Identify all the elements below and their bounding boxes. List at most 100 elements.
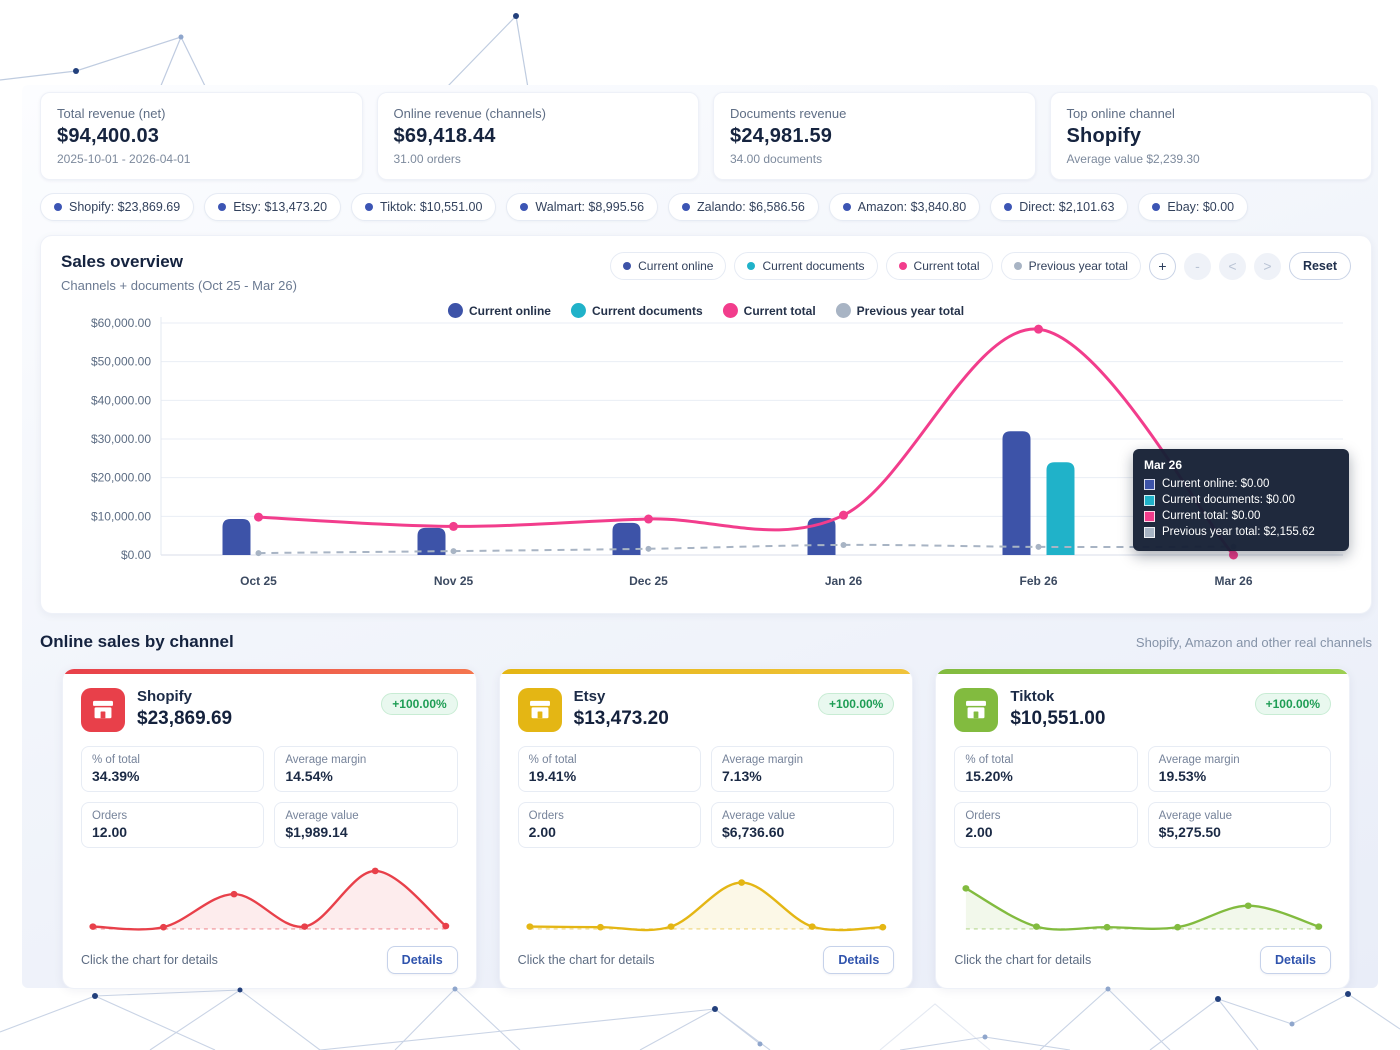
channel-stat: Average value $6,736.60 — [711, 802, 895, 848]
stat-sub: 34.00 documents — [730, 152, 823, 166]
details-button[interactable]: Details — [823, 946, 895, 974]
channel-stat: Average value $5,275.50 — [1147, 802, 1332, 848]
channel-pill[interactable]: Zalando: $6,586.56 — [668, 193, 819, 221]
stat-label: Orders — [528, 810, 564, 822]
legend-swatch-icon — [570, 303, 586, 318]
channel-dot-icon — [1004, 203, 1013, 211]
channel-stat: Average margin 14.54% — [274, 746, 458, 792]
stat-label: Online revenue (channels) — [393, 106, 546, 121]
stat-label: Average value — [1158, 810, 1232, 822]
growth-badge: +100.00% — [817, 693, 895, 715]
channel-pill-label: Etsy: $13,473.20 — [233, 200, 328, 214]
channel-pill[interactable]: Amazon: $3,840.80 — [828, 193, 981, 221]
zoom-out-button[interactable]: - — [1183, 252, 1211, 280]
chart-hint: Click the chart for details — [517, 953, 655, 967]
channel-stat: Average value $1,989.14 — [274, 802, 458, 848]
series-filter-pill[interactable]: Current documents — [734, 252, 878, 280]
zoom-in-button[interactable]: + — [1148, 252, 1176, 280]
pan-right-button[interactable]: > — [1253, 252, 1281, 280]
channel-pill-label: Shopify: $23,869.69 — [69, 200, 181, 214]
stat-value: $1,989.14 — [285, 824, 348, 840]
channel-dot-icon — [54, 203, 62, 211]
channel-pill[interactable]: Tiktok: $10,551.00 — [351, 193, 497, 221]
details-button[interactable]: Details — [386, 946, 458, 974]
tooltip-text: Previous year total: $2,155.62 — [1162, 526, 1315, 538]
stat-label: Average margin — [285, 754, 367, 766]
channel-pill-label: Ebay: $0.00 — [1167, 200, 1235, 214]
tooltip-text: Current documents: $0.00 — [1162, 494, 1295, 506]
store-icon — [81, 688, 125, 732]
growth-badge: +100.00% — [381, 693, 458, 715]
channel-stat: Orders 2.00 — [517, 802, 701, 848]
stat-label: Average value — [285, 810, 359, 822]
series-filter-label: Current documents — [762, 259, 865, 273]
reset-button[interactable]: Reset — [1288, 252, 1351, 280]
sales-chart-svg: $0.00 $10,000.00 $20,000.00 $30,000.00 $40,0… — [91, 316, 1343, 588]
channel-dot-icon — [218, 203, 227, 211]
channel-pill[interactable]: Direct: $2,101.63 — [990, 193, 1129, 221]
stat-sub: 31.00 orders — [393, 152, 461, 166]
stat-label: Average value — [722, 810, 796, 822]
channel-sparkline[interactable] — [81, 856, 458, 942]
series-filter-pill[interactable]: Current total — [885, 252, 993, 280]
stat-label: Orders — [965, 810, 1001, 822]
series-filter-label: Current online — [638, 259, 714, 273]
channel-stat: Average margin 7.13% — [711, 746, 895, 792]
tooltip-swatch-icon — [1144, 526, 1155, 538]
stat-value: 14.54% — [285, 768, 333, 784]
channels-section: Online sales by channel Shopify, Amazon … — [40, 632, 1372, 989]
channel-sparkline[interactable] — [518, 856, 895, 942]
series-filter-pill[interactable]: Previous year total — [1000, 252, 1141, 280]
decorative-network-bottom — [0, 986, 1400, 1050]
channel-value: $23,869.69 — [137, 708, 233, 729]
channel-pill-label: Amazon: $3,840.80 — [857, 200, 967, 214]
sales-overview-subtitle: Channels + documents (Oct 25 - Mar 26) — [61, 278, 297, 293]
series-filter-label: Previous year total — [1028, 259, 1128, 273]
legend-label: Current total — [743, 303, 816, 318]
channel-dot-icon — [520, 203, 529, 211]
svg-text:$10,000.00: $10,000.00 — [91, 509, 151, 523]
channel-pill[interactable]: Walmart: $8,995.56 — [506, 193, 659, 221]
stat-value: 7.13% — [722, 768, 762, 784]
channel-stat: % of total 15.20% — [954, 746, 1138, 792]
stat-label: Average margin — [722, 754, 803, 766]
channels-section-title: Online sales by channel — [40, 632, 234, 651]
stat-card-3: Top online channel Shopify Average value $… — [1049, 92, 1372, 180]
legend-swatch-icon — [835, 303, 851, 318]
tooltip-row: Current documents: $0.00 — [1144, 494, 1338, 506]
pan-left-button[interactable]: < — [1218, 252, 1246, 280]
channel-cards-row: Shopify $23,869.69 +100.00% % of total 34.39… — [40, 668, 1372, 989]
channel-name: Etsy — [573, 688, 606, 705]
sales-chart[interactable]: Current online Current documents Current t… — [61, 303, 1351, 603]
details-button[interactable]: Details — [1260, 946, 1332, 974]
channel-stat: % of total 19.41% — [517, 746, 701, 792]
legend-item[interactable]: Previous year total — [835, 303, 964, 318]
legend-item[interactable]: Current documents — [570, 303, 703, 318]
card-accent-bar — [63, 669, 476, 674]
storefront-glyph — [529, 700, 550, 719]
channel-pill[interactable]: Shopify: $23,869.69 — [40, 193, 195, 221]
sales-overview-titles: Sales overview Channels + documents (Oct… — [61, 252, 297, 293]
card-accent-bar — [936, 669, 1350, 674]
stat-label: % of total — [528, 754, 577, 766]
series-filter-pill[interactable]: Current online — [610, 252, 727, 280]
legend-item[interactable]: Current total — [722, 303, 816, 318]
svg-text:$30,000.00: $30,000.00 — [91, 432, 151, 446]
tooltip-swatch-icon — [1144, 478, 1155, 490]
channel-card-tiktok: Tiktok $10,551.00 +100.00% % of total 15.20%… — [935, 668, 1351, 989]
chart-legend: Current online Current documents Current t… — [447, 303, 964, 318]
channel-sparkline[interactable] — [954, 856, 1331, 942]
channel-pill[interactable]: Etsy: $13,473.20 — [204, 193, 342, 221]
series-filter-label: Current total — [913, 259, 980, 273]
stat-value: 2.00 — [528, 824, 556, 840]
channel-stats: % of total 34.39% Average margin 14.54% Orde… — [81, 746, 458, 848]
tooltip-rows: Current online: $0.00 Current documents: … — [1144, 478, 1338, 538]
storefront-glyph — [93, 700, 113, 719]
legend-label: Current documents — [591, 303, 703, 318]
chart-tooltip: Mar 26 Current online: $0.00 Current docu… — [1133, 449, 1349, 551]
channel-pill[interactable]: Ebay: $0.00 — [1138, 193, 1249, 221]
channel-name: Tiktok — [1010, 688, 1055, 705]
tooltip-text: Current total: $0.00 — [1162, 510, 1261, 522]
legend-item[interactable]: Current online — [447, 303, 551, 318]
tooltip-row: Current online: $0.00 — [1144, 478, 1338, 490]
